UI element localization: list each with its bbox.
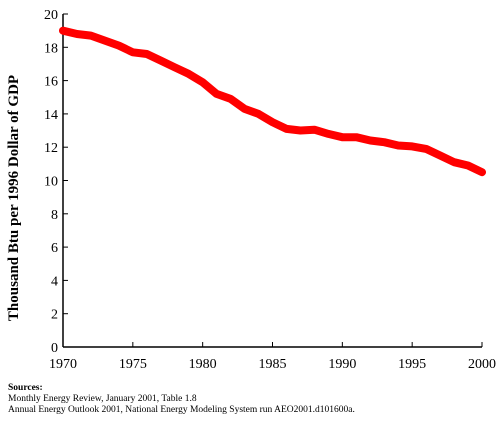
x-tick-label: 1990	[328, 357, 356, 372]
ticks: 0 2 4 6 8 10 12 14 16 18 20 1970 1975 1980 1985 1990 199…	[44, 8, 496, 372]
x-tick-label: 1995	[398, 357, 426, 372]
energy-intensity-line	[59, 26, 486, 177]
y-tick-label: 10	[44, 175, 58, 190]
x-tick-label: 1970	[49, 357, 77, 372]
y-tick-label: 18	[44, 41, 58, 56]
y-tick-label: 2	[51, 308, 58, 323]
source-line-2: Annual Energy Outlook 2001, National Ene…	[8, 405, 355, 415]
y-axis-label: Thousand Btu per 1996 Dollar of GDP	[6, 75, 22, 321]
x-tick-label: 1980	[189, 357, 217, 372]
y-tick-label: 20	[44, 8, 58, 23]
x-tick-label: 1975	[119, 357, 147, 372]
y-tick-label: 8	[51, 208, 58, 223]
y-tick-label: 0	[51, 341, 58, 356]
y-tick-label: 4	[51, 274, 58, 289]
x-tick-label: 2000	[468, 357, 496, 372]
x-tick-label: 1985	[259, 357, 287, 372]
y-tick-label: 6	[51, 241, 58, 256]
sources-note: Sources: Monthly Energy Review, January …	[8, 383, 488, 416]
y-tick-label: 16	[44, 75, 58, 90]
series-layer	[59, 26, 486, 177]
axes	[62, 14, 482, 348]
y-tick-label: 14	[44, 108, 58, 123]
sources-title: Sources:	[8, 383, 43, 393]
y-tick-label: 12	[44, 141, 58, 156]
source-line-1: Monthly Energy Review, January 2001, Tab…	[8, 394, 197, 404]
